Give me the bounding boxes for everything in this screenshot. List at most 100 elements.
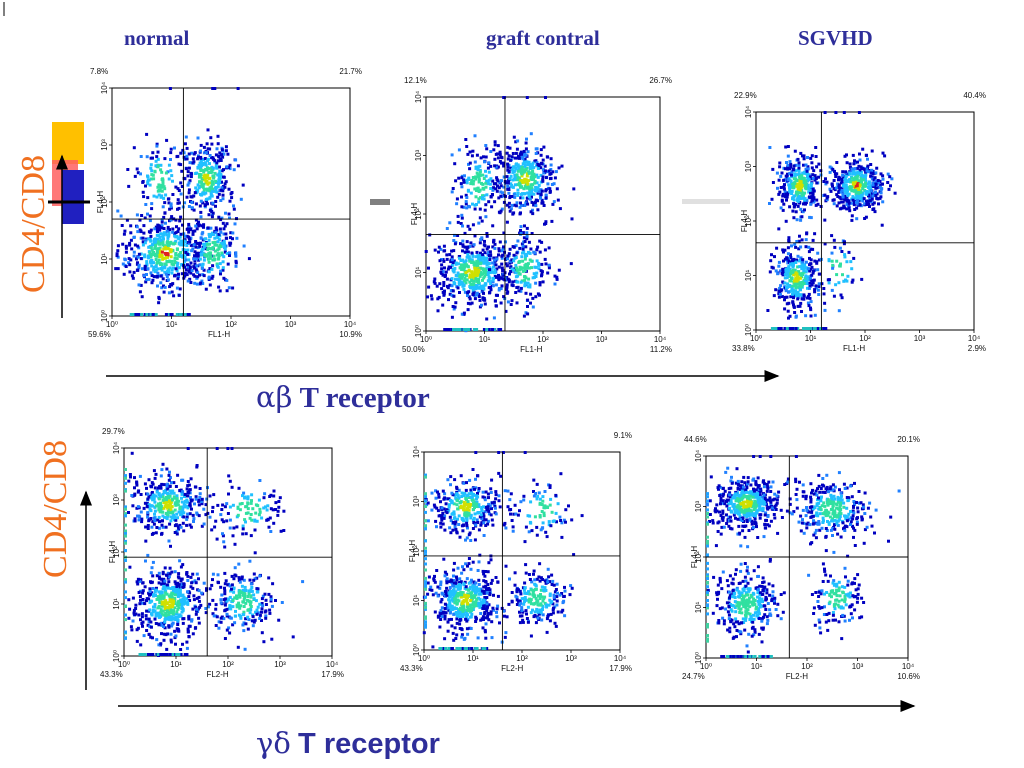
event-point <box>808 175 812 179</box>
event-point <box>171 586 175 590</box>
event-point <box>133 476 136 480</box>
event-point <box>135 257 138 261</box>
event-point <box>173 580 177 584</box>
event-point <box>264 598 268 602</box>
axis-event-point <box>171 653 175 656</box>
event-point <box>163 491 167 495</box>
event-point <box>174 267 178 271</box>
event-point <box>523 257 527 261</box>
event-point <box>496 144 500 148</box>
event-point <box>206 187 210 191</box>
event-point <box>217 247 221 251</box>
event-point <box>198 605 202 609</box>
event-point <box>802 294 806 298</box>
event-point <box>784 273 788 276</box>
event-point <box>248 578 252 582</box>
event-point <box>192 152 196 156</box>
event-point <box>515 147 519 151</box>
event-point <box>149 509 153 513</box>
event-point <box>500 284 504 288</box>
event-point <box>816 202 820 206</box>
event-point <box>497 196 501 200</box>
event-point <box>211 274 215 278</box>
event-point <box>208 283 212 287</box>
event-point <box>533 179 537 183</box>
event-point <box>796 204 800 208</box>
event-point <box>263 492 267 496</box>
event-point <box>154 531 158 535</box>
event-point <box>282 529 286 532</box>
event-point <box>207 238 211 242</box>
axis-event-point <box>179 653 183 656</box>
event-point <box>128 263 132 267</box>
event-point <box>788 205 792 209</box>
event-point <box>522 149 526 153</box>
event-point <box>168 260 171 264</box>
event-point <box>842 242 846 246</box>
event-point <box>150 264 154 268</box>
event-point <box>494 275 498 279</box>
event-point <box>167 611 171 614</box>
event-point <box>172 495 176 499</box>
event-point <box>825 180 829 184</box>
event-point <box>267 525 271 529</box>
event-point <box>204 611 208 615</box>
event-point <box>189 525 193 529</box>
event-point <box>798 304 802 308</box>
axis-event-point <box>525 96 529 99</box>
event-point <box>491 224 495 228</box>
event-point <box>498 150 502 154</box>
event-point <box>883 154 887 158</box>
event-point <box>493 164 497 168</box>
event-point <box>166 487 170 491</box>
event-point <box>169 204 173 208</box>
event-point <box>142 224 146 228</box>
event-point <box>279 529 283 533</box>
event-point <box>517 260 521 264</box>
event-point <box>204 191 208 195</box>
event-point <box>507 154 511 158</box>
event-point <box>161 240 165 244</box>
event-point <box>145 132 149 136</box>
event-point <box>845 179 849 183</box>
event-point <box>804 245 808 249</box>
event-point <box>813 232 817 236</box>
event-point <box>795 190 798 194</box>
event-point <box>529 301 532 305</box>
event-point <box>813 259 817 263</box>
event-point <box>456 220 460 224</box>
event-point <box>873 192 877 196</box>
scatter-points <box>114 87 251 316</box>
event-point <box>506 257 510 261</box>
event-point <box>834 175 838 178</box>
event-point <box>798 276 802 280</box>
event-point <box>174 185 178 189</box>
event-point <box>171 266 175 270</box>
event-point <box>166 571 170 575</box>
event-point <box>840 186 843 190</box>
event-point <box>808 256 811 260</box>
event-point <box>194 224 198 228</box>
event-point <box>164 633 168 637</box>
event-point <box>159 232 163 236</box>
event-point <box>533 175 537 179</box>
event-point <box>185 487 189 491</box>
event-point <box>246 511 250 515</box>
event-point <box>156 612 160 616</box>
event-point <box>168 242 172 245</box>
event-point <box>210 276 214 280</box>
event-point <box>143 253 147 257</box>
y-tick-label: 10⁰ <box>100 310 109 322</box>
event-point <box>522 168 526 172</box>
event-point <box>810 283 814 287</box>
event-point <box>166 632 170 636</box>
event-point <box>465 178 469 182</box>
event-point <box>542 145 546 149</box>
event-point <box>789 165 793 169</box>
event-point <box>160 623 164 627</box>
event-point <box>803 191 807 195</box>
event-point <box>204 197 208 201</box>
event-point <box>151 482 155 486</box>
event-point <box>167 625 171 629</box>
event-point <box>119 214 123 218</box>
